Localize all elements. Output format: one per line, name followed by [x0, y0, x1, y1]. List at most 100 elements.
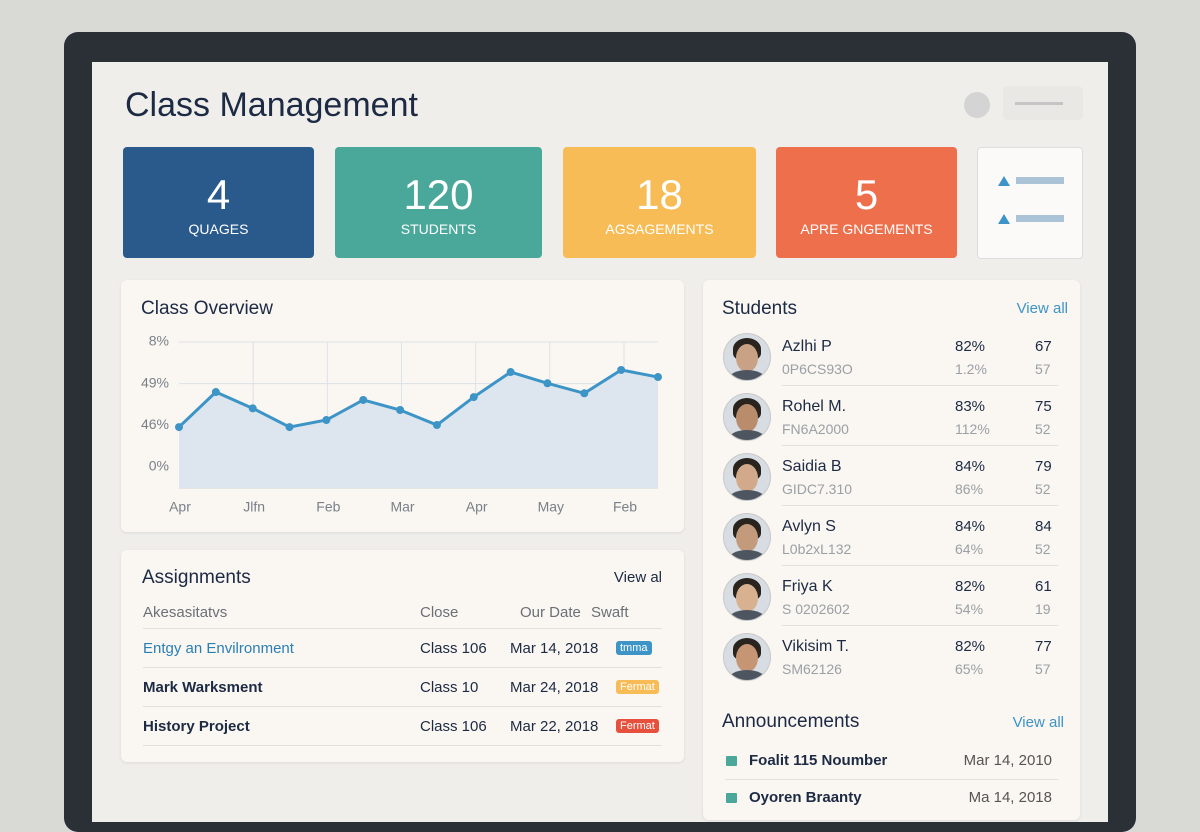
- status-badge: Fermat: [616, 680, 659, 694]
- row-separator: [725, 779, 1058, 780]
- line: [177, 368, 659, 429]
- assignment-date: Mar 24, 2018: [510, 679, 599, 696]
- icon: [998, 176, 1010, 186]
- row-separator: [782, 565, 1058, 566]
- point: [248, 404, 257, 413]
- view-all-link[interactable]: View all: [1012, 714, 1064, 731]
- announcement-title[interactable]: Foalit 115 Noumber: [749, 752, 888, 769]
- point: [359, 395, 368, 404]
- user-icon[interactable]: [964, 92, 990, 118]
- student-grade: 67: [1035, 338, 1052, 355]
- point: [617, 365, 626, 374]
- menu-button[interactable]: [1003, 86, 1083, 120]
- student-score: 84%: [955, 518, 986, 535]
- student-score: 82%: [955, 578, 986, 595]
- student-score-sub: 1.2%: [955, 361, 987, 377]
- student-grade: 79: [1035, 458, 1052, 475]
- row-separator: [143, 628, 662, 629]
- assignment-date: Mar 14, 2018: [510, 640, 599, 657]
- point: [506, 368, 515, 377]
- announcement-title[interactable]: Oyoren Braanty: [749, 789, 862, 806]
- student-name[interactable]: Azlhi P: [782, 338, 832, 355]
- avatar: [723, 633, 771, 681]
- column-header: Swaft: [591, 604, 629, 621]
- point: [580, 389, 589, 398]
- column-header: Akesasitatvs: [143, 604, 228, 621]
- student-name[interactable]: Friya K: [782, 578, 833, 595]
- avatar-body: [728, 550, 766, 560]
- stat-value: 4: [206, 171, 231, 218]
- x-label: Feb: [316, 499, 340, 515]
- student-id: SM62126: [782, 661, 842, 677]
- student-score-sub: 86%: [955, 481, 984, 497]
- y-label: 0%: [149, 458, 169, 474]
- assignment-name[interactable]: Entgy an Envilronment: [143, 640, 294, 657]
- student-id: GIDC7.310: [782, 481, 853, 497]
- assignment-class: Class 106: [420, 718, 487, 735]
- assignment-class: Class 10: [420, 679, 479, 696]
- stat-value: 5: [854, 171, 879, 218]
- student-grade: 61: [1035, 578, 1052, 595]
- announcement-icon: [726, 793, 737, 803]
- announcement-date: Mar 14, 2010: [963, 752, 1052, 769]
- point: [175, 423, 183, 432]
- student-grade-sub: 57: [1035, 361, 1051, 377]
- point: [469, 393, 478, 402]
- x-label: Apr: [169, 499, 191, 515]
- y-label: 49%: [141, 374, 169, 390]
- avatar-body: [728, 610, 766, 620]
- overview-panel: Class Overview 0% 46% 49% 8% Apr Jlfn Feb Mar Ap…: [121, 280, 684, 532]
- student-score: 83%: [955, 398, 986, 415]
- y-label: 8%: [149, 333, 169, 349]
- status-badge: Fermat: [616, 719, 659, 733]
- x-label: Jlfn: [243, 499, 265, 515]
- avatar-body: [728, 370, 766, 380]
- legend-card: [977, 147, 1083, 259]
- stat-label: APRE GNGEMENTS: [800, 221, 933, 237]
- student-score-sub: 54%: [955, 601, 984, 617]
- avatar: [723, 333, 771, 381]
- row-separator: [782, 385, 1058, 386]
- row-separator: [143, 745, 662, 746]
- student-grade-sub: 57: [1035, 661, 1051, 677]
- point: [396, 405, 405, 414]
- student-id: S 0202602: [782, 601, 850, 617]
- avatar-face: [736, 524, 758, 552]
- assignment-name[interactable]: History Project: [143, 718, 250, 735]
- area: [179, 369, 658, 488]
- panel-title: Class Overview: [141, 298, 273, 319]
- students-panel: Students View all Announcements View all…: [703, 280, 1080, 820]
- point: [543, 379, 552, 388]
- student-score-sub: 64%: [955, 541, 984, 557]
- student-name[interactable]: Rohel M.: [782, 398, 847, 415]
- avatar: [723, 513, 771, 561]
- assignments-panel: Assignments View al Akesasitatvs Close Our…: [121, 550, 684, 762]
- avatar-body: [728, 670, 766, 680]
- point: [211, 388, 220, 397]
- stat-card: 5 APRE GNGEMENTS: [776, 147, 957, 258]
- x-label: Mar: [390, 499, 414, 515]
- view-all-link[interactable]: View all: [1016, 300, 1068, 317]
- student-grade-sub: 52: [1035, 481, 1051, 497]
- stat-card: 4 QUAGES: [123, 147, 314, 258]
- point: [432, 421, 441, 430]
- avatar-face: [736, 464, 758, 492]
- stat-card: 120 STUDENTS: [335, 147, 542, 258]
- point: [285, 423, 294, 432]
- stat-value: 18: [636, 171, 683, 218]
- stat-card: 18 AGSAGEMENTS: [563, 147, 756, 258]
- student-name[interactable]: Saidia B: [782, 458, 842, 475]
- student-name[interactable]: Avlyn S: [782, 518, 836, 535]
- student-score: 82%: [955, 338, 986, 355]
- view-all-link[interactable]: View al: [613, 569, 662, 586]
- assignment-name[interactable]: Mark Warksment: [143, 679, 263, 696]
- line-chart: 0% 46% 49% 8% Apr Jlfn Feb Mar Apr May Feb: [141, 333, 662, 515]
- student-grade-sub: 52: [1035, 541, 1051, 557]
- student-score-sub: 112%: [955, 421, 990, 437]
- y-label: 46%: [141, 416, 169, 432]
- row-separator: [782, 445, 1058, 446]
- point: [322, 416, 331, 425]
- stat-label: QUAGES: [188, 221, 249, 237]
- student-name[interactable]: Vikisim T.: [782, 638, 849, 655]
- column-header: Our Date: [520, 604, 581, 621]
